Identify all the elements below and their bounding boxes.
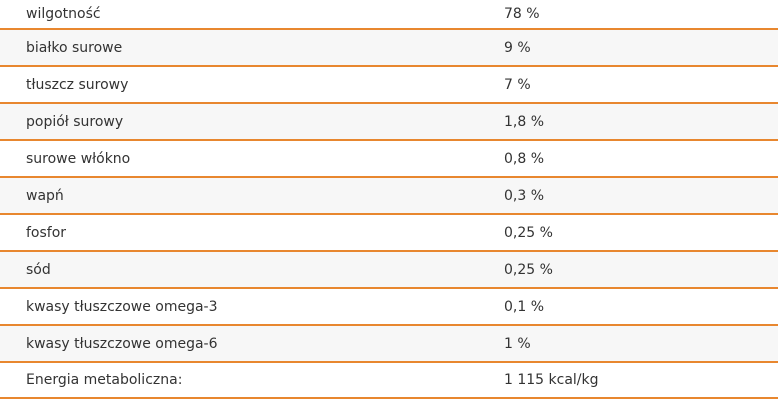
nutrient-name: sód (0, 251, 504, 289)
nutrient-name: surowe włókno (0, 140, 504, 178)
nutrient-name: białko surowe (0, 29, 504, 67)
table-row: fosfor 0,25 % (0, 214, 778, 252)
nutrient-value: 0,25 % (504, 214, 778, 252)
nutrient-value: 1,8 % (504, 103, 778, 141)
nutrient-value: 7 % (504, 66, 778, 104)
nutrient-value: 1 115 kcal/kg (504, 362, 778, 399)
nutrient-name: wapń (0, 177, 504, 215)
table-row: wapń 0,3 % (0, 177, 778, 215)
table-row: kwasy tłuszczowe omega-6 1 % (0, 325, 778, 363)
nutrient-name: Energia metaboliczna: (0, 362, 504, 399)
table-row: Energia metaboliczna: 1 115 kcal/kg (0, 362, 778, 399)
nutrient-name: wilgotność (0, 0, 504, 30)
table-row: popiół surowy 1,8 % (0, 103, 778, 141)
nutrient-name: kwasy tłuszczowe omega-6 (0, 325, 504, 363)
table-row: surowe włókno 0,8 % (0, 140, 778, 178)
nutrition-table: wilgotność 78 % białko surowe 9 % tłuszc… (0, 0, 778, 399)
table-row: białko surowe 9 % (0, 29, 778, 67)
table-row: tłuszcz surowy 7 % (0, 66, 778, 104)
nutrient-value: 78 % (504, 0, 778, 30)
nutrient-name: fosfor (0, 214, 504, 252)
nutrient-value: 0,25 % (504, 251, 778, 289)
table-row: sód 0,25 % (0, 251, 778, 289)
nutrient-value: 0,8 % (504, 140, 778, 178)
nutrient-value: 9 % (504, 29, 778, 67)
nutrient-name: kwasy tłuszczowe omega-3 (0, 288, 504, 326)
table-row: wilgotność 78 % (0, 0, 778, 30)
nutrient-value: 0,3 % (504, 177, 778, 215)
nutrient-value: 0,1 % (504, 288, 778, 326)
nutrient-name: popiół surowy (0, 103, 504, 141)
table-row: kwasy tłuszczowe omega-3 0,1 % (0, 288, 778, 326)
nutrient-name: tłuszcz surowy (0, 66, 504, 104)
nutrient-value: 1 % (504, 325, 778, 363)
